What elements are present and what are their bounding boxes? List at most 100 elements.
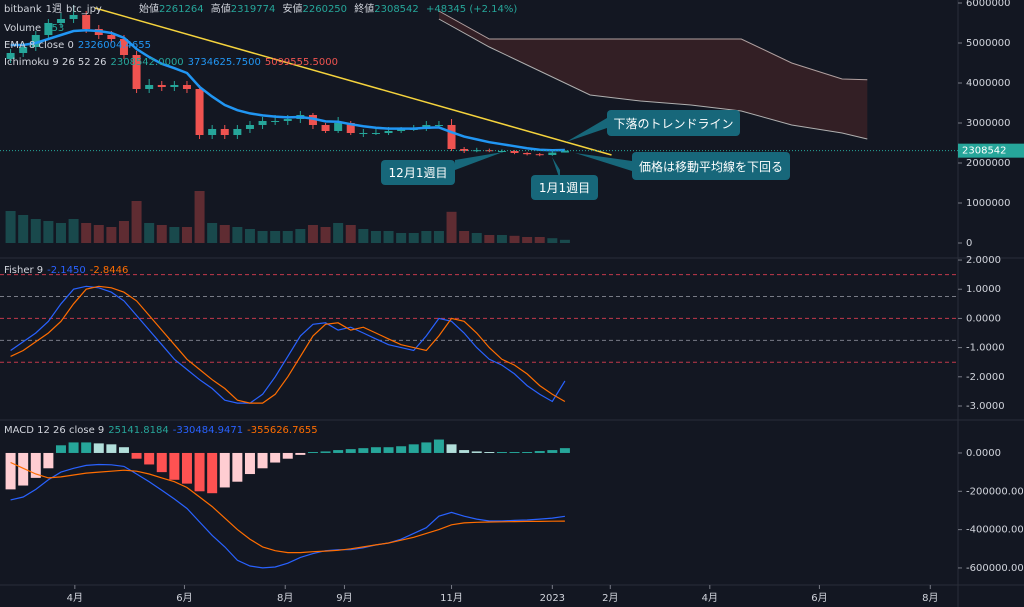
candle-body: [119, 39, 128, 55]
candle-body: [472, 150, 481, 152]
candle-body: [208, 129, 217, 135]
candle-body: [220, 129, 229, 135]
x-tick-label: 11月: [440, 592, 463, 604]
volume-name: Volume: [4, 23, 42, 34]
x-tick-label: 8月: [277, 592, 293, 604]
ichimoku-value: 2308542.0000: [110, 57, 184, 68]
candle-body: [371, 133, 380, 134]
candle-body: [170, 85, 179, 87]
histogram-bar: [383, 447, 394, 453]
volume-bar: [68, 219, 79, 243]
candle-body: [497, 151, 506, 152]
histogram-bar: [30, 452, 41, 478]
histogram-bar: [270, 452, 281, 463]
volume-bar: [270, 231, 281, 243]
exchange: bitbank: [4, 4, 42, 15]
histogram-bar: [547, 450, 558, 453]
open-label: 始値: [139, 4, 160, 15]
histogram-bar: [534, 451, 545, 453]
volume-value: 453: [45, 23, 65, 34]
volume-bar: [169, 227, 180, 243]
last-price-box: [958, 143, 1024, 158]
y-tick-label: 1000000: [966, 198, 1011, 209]
candle-body: [69, 15, 78, 19]
candle-body: [31, 35, 40, 47]
histogram-bar: [459, 450, 470, 453]
candle-body: [157, 85, 166, 87]
histogram-bar: [257, 452, 268, 469]
annotation: 価格は移動平均線を下回る: [632, 152, 790, 180]
open-value: 2261264: [159, 4, 204, 15]
close-value: 2308542: [374, 4, 419, 15]
annotation: 下落のトレンドライン: [607, 110, 740, 136]
volume-bar: [81, 223, 92, 243]
volume-legend: Volume 453: [4, 22, 68, 36]
candle-body: [283, 119, 292, 121]
histogram-bar: [232, 452, 243, 482]
candle-body: [510, 151, 519, 153]
volume-bar: [30, 219, 41, 243]
histogram-bar: [194, 452, 205, 492]
volume-bar: [144, 223, 155, 243]
volume-bar: [295, 229, 306, 243]
y-tick-label: 1.0000: [966, 284, 1001, 295]
candle-body: [271, 121, 280, 122]
volume-bar: [522, 237, 533, 243]
histogram-bar: [68, 442, 79, 453]
volume-bar: [358, 229, 369, 243]
y-tick-label: -200000.0000: [966, 486, 1024, 497]
volume-bar: [5, 211, 16, 243]
histogram-bar: [131, 452, 142, 459]
histogram-bar: [396, 446, 407, 453]
y-tick-label: 0: [966, 238, 972, 249]
histogram-bar: [219, 452, 230, 488]
volume-bar: [509, 235, 520, 243]
histogram-bar: [358, 448, 369, 453]
x-tick-label: 6月: [176, 592, 192, 604]
candle-body: [523, 153, 532, 155]
candle-body: [548, 152, 557, 155]
volume-bar: [18, 215, 29, 243]
x-tick-label: 8月: [922, 592, 938, 604]
candle-body: [560, 150, 569, 153]
interval: 1週: [45, 4, 63, 15]
histogram-bar: [333, 450, 344, 453]
volume-bar: [219, 225, 230, 243]
histogram-bar: [408, 444, 419, 453]
candle-body: [182, 85, 191, 89]
histogram-bar: [156, 452, 167, 473]
volume-bar: [421, 231, 432, 243]
last-price-label: 2308542: [962, 146, 1007, 157]
volume-bar: [194, 191, 205, 243]
annotation: 12月1週目: [381, 160, 455, 185]
y-tick-label: 0.0000: [966, 313, 1001, 324]
volume-bar: [333, 223, 344, 243]
volume-bar: [396, 233, 407, 243]
volume-bar: [131, 201, 142, 243]
candle-body: [334, 123, 343, 131]
histogram-bar: [522, 452, 533, 453]
y-tick-label: 5000000: [966, 38, 1011, 49]
histogram-bar: [169, 452, 180, 480]
macd-legend: MACD 12 26 close 9 25141.8184 -330484.9471…: [4, 424, 322, 438]
fisher-line: [10, 285, 566, 404]
symbol-legend: bitbank 1週 btc_jpy 始値2261264 高値2319774 安値2…: [4, 3, 521, 17]
volume-bar: [345, 225, 356, 243]
ichimoku-legend: Ichimoku 9 26 52 26 2308542.0000 3734625.7…: [4, 56, 342, 70]
trigger-value: -2.8446: [89, 265, 129, 276]
histogram-bar: [93, 443, 104, 453]
x-tick-label: 2023: [540, 593, 565, 604]
candle-body: [145, 85, 154, 89]
candle-body: [535, 154, 544, 156]
histogram-bar: [144, 452, 155, 465]
close-label: 終値: [354, 4, 375, 15]
candle-body: [6, 53, 15, 59]
histogram-bar: [471, 451, 482, 453]
candle-body: [56, 19, 65, 23]
volume-bar: [459, 231, 470, 243]
histogram-bar: [320, 451, 331, 453]
y-tick-label: 0.0000: [966, 448, 1001, 459]
histogram-bar: [244, 452, 255, 475]
candle-body: [447, 125, 456, 149]
volume-bar: [484, 235, 495, 243]
